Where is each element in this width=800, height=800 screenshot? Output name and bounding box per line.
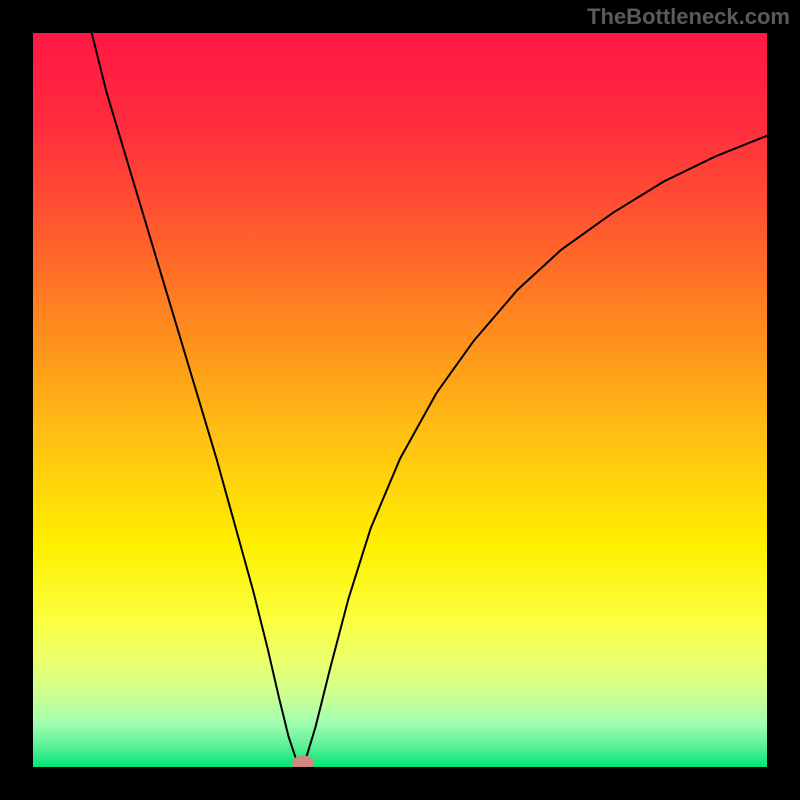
plot-gradient-background <box>33 33 767 767</box>
chart-container: TheBottleneck.com <box>0 0 800 800</box>
watermark-text: TheBottleneck.com <box>587 4 790 30</box>
chart-svg <box>0 0 800 800</box>
